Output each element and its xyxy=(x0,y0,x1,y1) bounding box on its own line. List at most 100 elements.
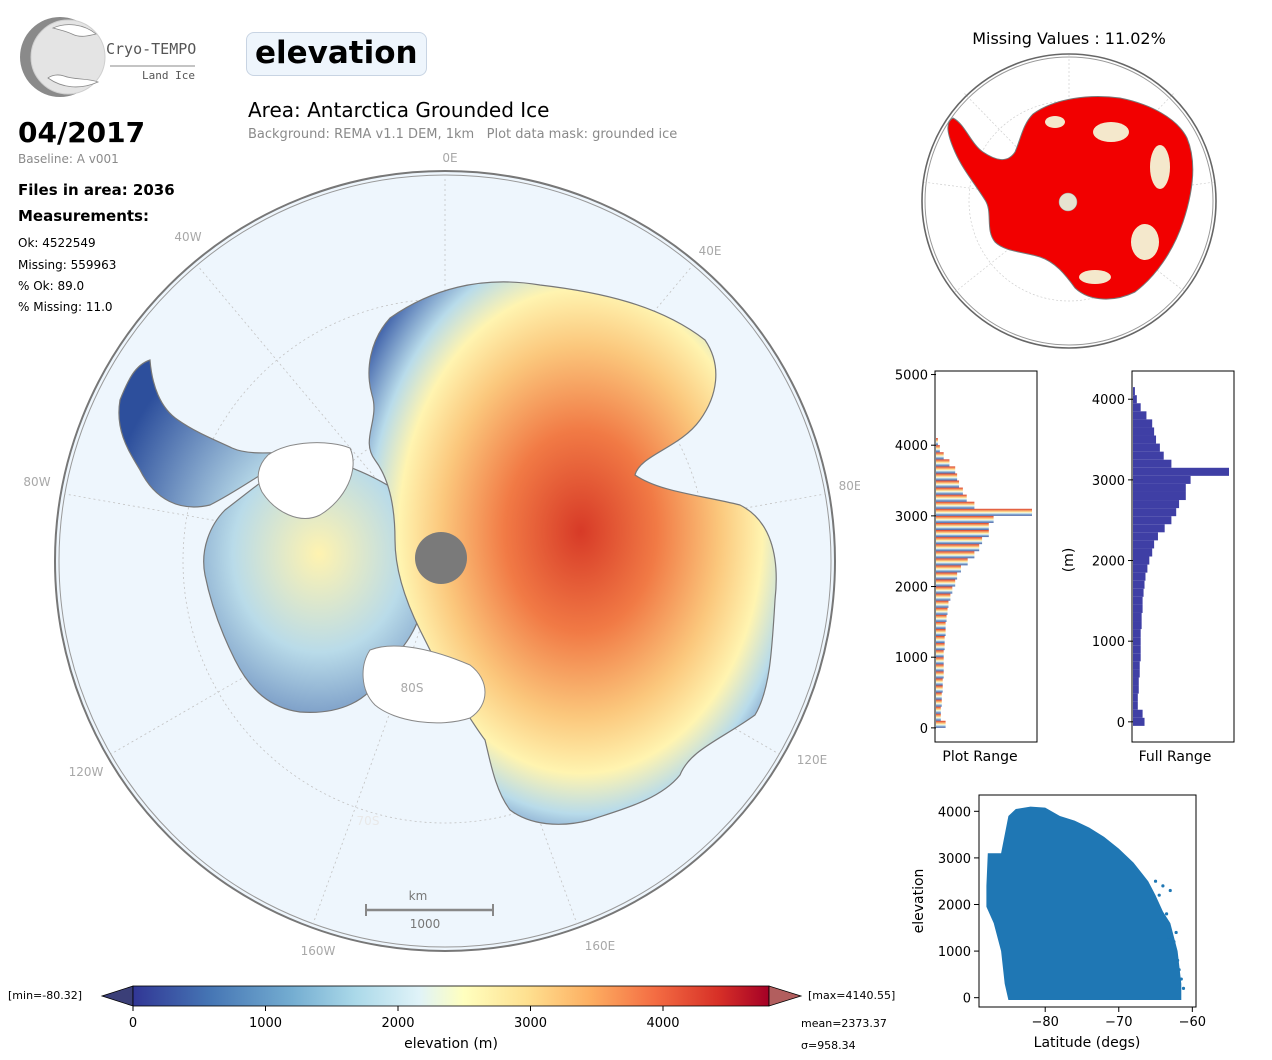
histogram-bar xyxy=(936,466,956,474)
histogram-bar xyxy=(936,720,946,728)
histogram-bar xyxy=(1133,459,1172,468)
svg-text:1000: 1000 xyxy=(410,917,441,931)
lat-label: 80S xyxy=(401,681,424,695)
lon-label: 120E xyxy=(797,753,828,767)
histogram-bar xyxy=(1133,524,1165,533)
histogram-bar xyxy=(1133,596,1143,605)
histogram-bar xyxy=(1133,588,1144,597)
histogram-bar xyxy=(1133,637,1141,646)
colorbar-tick-label: 3000 xyxy=(514,1016,547,1031)
scatter-point xyxy=(1161,884,1165,888)
colorbar-max-extend xyxy=(768,985,803,1007)
lon-label: 0E xyxy=(442,151,457,165)
histogram-bar xyxy=(1133,467,1229,476)
parameter-name: elevation xyxy=(246,32,427,76)
scale-bar: km 1000 xyxy=(365,889,494,931)
scatter-points xyxy=(986,806,1186,1000)
histogram-bar xyxy=(1133,395,1137,404)
histogram-bar xyxy=(1133,443,1160,452)
histogram-bar xyxy=(936,530,989,538)
colorbar-tick-label: 0 xyxy=(129,1016,137,1031)
y-tick-label: 1000 xyxy=(938,945,971,960)
x-tick-label: −60 xyxy=(1179,1015,1206,1030)
colorbar-label: elevation (m) xyxy=(404,1036,498,1052)
histogram-bar xyxy=(936,621,946,629)
cryo-tempo-logo: Cryo-TEMPO Land Ice xyxy=(18,16,208,100)
scatter-point xyxy=(1157,893,1161,897)
scatter-xlabel: Latitude (degs) xyxy=(1034,1035,1141,1051)
colorbar-gradient xyxy=(132,985,770,1007)
histogram-bar xyxy=(936,445,940,453)
histogram-bar xyxy=(1133,701,1138,710)
scatter-point xyxy=(1179,977,1183,981)
full-range-bars xyxy=(1133,387,1229,726)
colorbar-max-label: [max=4140.55] xyxy=(808,989,895,1002)
histogram-bar xyxy=(936,537,983,545)
y-tick-label: 1000 xyxy=(1092,635,1125,650)
scatter-point xyxy=(1164,912,1169,916)
histogram-bar xyxy=(1133,483,1186,492)
plot-range-xlabel: Plot Range xyxy=(942,749,1017,765)
full-range-frame xyxy=(1131,370,1235,743)
y-tick-label: 4000 xyxy=(938,805,971,820)
histogram-bar xyxy=(1133,500,1180,509)
histogram-bar xyxy=(1133,709,1143,718)
histogram-bar xyxy=(936,636,945,644)
scatter-point-cloud xyxy=(986,806,1182,1000)
histogram-bar xyxy=(1133,669,1140,678)
histogram-bar xyxy=(1133,387,1135,396)
histogram-bar xyxy=(936,614,947,622)
histogram-bar xyxy=(1133,556,1150,565)
y-tick-label: 4000 xyxy=(1092,393,1125,408)
lon-label: 160E xyxy=(585,939,616,953)
histogram-bar xyxy=(1133,435,1157,444)
histogram-bar xyxy=(1133,491,1186,501)
histogram-bar xyxy=(1133,516,1172,525)
histogram-bar xyxy=(1133,612,1142,622)
colorbar-tick-label: 1000 xyxy=(249,1016,282,1031)
lon-label: 80E xyxy=(839,479,860,493)
histogram-bar xyxy=(936,551,975,559)
latitude-scatter-plot: −80 −70 −60 0 1000 2000 3000 4000 Latitude (deg… xyxy=(911,794,1206,1051)
scatter-point xyxy=(1172,940,1176,944)
histogram-bar xyxy=(936,692,942,700)
scatter-frame xyxy=(978,794,1197,1008)
lon-label: 120W xyxy=(69,765,104,779)
lat-label: 70S xyxy=(357,814,380,828)
histogram-bar xyxy=(1133,572,1146,581)
histogram-bar xyxy=(1133,717,1145,726)
plot-range-bars xyxy=(936,438,1032,728)
ross-ice-shelf xyxy=(362,645,486,724)
colorbar-tick-label: 2000 xyxy=(381,1016,414,1031)
lon-label: 80W xyxy=(23,475,50,489)
measurements-ok: Ok: 4522549 xyxy=(18,236,96,250)
histogram-bar xyxy=(936,685,943,693)
y-tick-label: 1000 xyxy=(895,651,928,666)
y-tick-label: 3000 xyxy=(895,510,928,525)
y-tick-label: 0 xyxy=(920,722,928,737)
histogram-bar xyxy=(1133,653,1141,662)
histogram-bar xyxy=(936,699,942,707)
y-tick-label: 3000 xyxy=(938,852,971,867)
scatter-point xyxy=(1174,930,1178,935)
scatter-point xyxy=(1153,879,1158,883)
histogram-bar xyxy=(936,607,948,615)
histogram-bar xyxy=(936,459,950,467)
svg-text:km: km xyxy=(409,889,428,903)
x-tick-label: −70 xyxy=(1105,1015,1132,1030)
full-range-xlabel: Full Range xyxy=(1139,749,1212,765)
y-tick-label: 2000 xyxy=(895,581,928,596)
histogram-bar xyxy=(936,713,941,721)
background-note: Background: REMA v1.1 DEM, 1km Plot data… xyxy=(248,127,678,142)
y-tick-label: 3000 xyxy=(1092,474,1125,489)
lon-label: 40W xyxy=(174,230,201,244)
histogram-bar xyxy=(936,565,961,573)
full-range-ylabel: (m) xyxy=(1061,548,1077,573)
histogram-bar xyxy=(936,473,958,481)
y-tick-label: 2000 xyxy=(1092,555,1125,570)
plot-range-frame xyxy=(934,370,1038,743)
histogram-bar xyxy=(936,643,945,651)
lon-label: 160W xyxy=(301,944,336,958)
histogram-bar xyxy=(1133,532,1158,541)
main-elevation-map: 0E 40E 80E 120E 160E 160W 120W 80W 40W 8… xyxy=(23,151,860,958)
